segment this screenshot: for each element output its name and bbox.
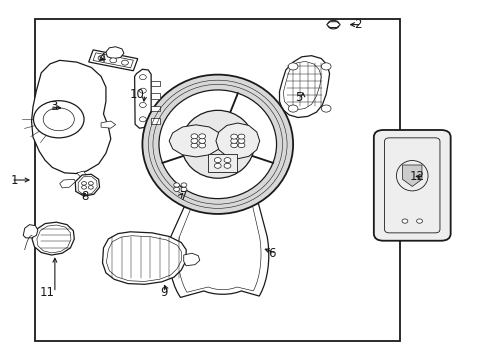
Circle shape <box>81 185 86 189</box>
Text: 3: 3 <box>50 100 57 113</box>
Circle shape <box>139 117 146 122</box>
Polygon shape <box>101 121 116 128</box>
Polygon shape <box>23 225 38 238</box>
Polygon shape <box>75 174 100 196</box>
Ellipse shape <box>142 75 292 214</box>
Polygon shape <box>88 50 138 71</box>
Polygon shape <box>32 222 74 255</box>
Circle shape <box>230 138 237 143</box>
Circle shape <box>401 219 407 223</box>
Polygon shape <box>402 165 421 186</box>
Circle shape <box>224 163 230 168</box>
Polygon shape <box>106 47 123 59</box>
Circle shape <box>173 187 179 192</box>
Circle shape <box>173 183 179 187</box>
Text: 2: 2 <box>353 18 361 31</box>
Circle shape <box>122 60 128 65</box>
Circle shape <box>330 22 336 27</box>
Circle shape <box>191 143 198 148</box>
Circle shape <box>230 134 237 139</box>
Circle shape <box>416 219 422 223</box>
Polygon shape <box>216 123 259 159</box>
Circle shape <box>230 143 237 148</box>
Circle shape <box>181 183 186 187</box>
Polygon shape <box>60 179 75 188</box>
FancyBboxPatch shape <box>373 130 450 241</box>
Text: 6: 6 <box>268 247 276 260</box>
Text: 9: 9 <box>160 286 167 299</box>
Circle shape <box>327 20 339 29</box>
Circle shape <box>98 55 104 60</box>
Bar <box>35 19 399 341</box>
Text: 5: 5 <box>295 91 302 104</box>
Text: 4: 4 <box>99 52 106 65</box>
Circle shape <box>139 75 146 80</box>
Circle shape <box>110 58 116 63</box>
Circle shape <box>287 63 297 70</box>
Text: 11: 11 <box>40 286 55 299</box>
Circle shape <box>33 101 84 138</box>
Circle shape <box>199 138 205 143</box>
Ellipse shape <box>159 90 276 199</box>
Text: 7: 7 <box>180 190 187 203</box>
Polygon shape <box>134 69 151 128</box>
Polygon shape <box>169 184 268 297</box>
Circle shape <box>214 163 221 168</box>
Circle shape <box>238 143 244 148</box>
Circle shape <box>321 63 330 70</box>
Circle shape <box>191 134 198 139</box>
Ellipse shape <box>181 111 254 178</box>
Circle shape <box>238 134 244 139</box>
Circle shape <box>199 143 205 148</box>
Circle shape <box>238 138 244 143</box>
Circle shape <box>139 103 146 108</box>
Circle shape <box>321 105 330 112</box>
Circle shape <box>224 158 230 163</box>
Circle shape <box>88 185 93 189</box>
Circle shape <box>181 187 186 192</box>
Polygon shape <box>169 125 222 157</box>
Circle shape <box>214 158 221 163</box>
Bar <box>151 81 160 86</box>
Circle shape <box>191 138 198 143</box>
Polygon shape <box>326 22 340 27</box>
Polygon shape <box>183 253 200 266</box>
Polygon shape <box>102 232 186 284</box>
Circle shape <box>139 88 146 93</box>
Bar <box>151 93 160 99</box>
Circle shape <box>81 181 86 185</box>
Text: 1: 1 <box>11 174 19 186</box>
Circle shape <box>43 108 74 131</box>
Polygon shape <box>31 60 111 174</box>
Text: 12: 12 <box>408 170 424 183</box>
Text: 8: 8 <box>81 190 89 203</box>
Polygon shape <box>279 56 329 117</box>
Bar <box>151 118 160 124</box>
Bar <box>207 154 237 172</box>
Polygon shape <box>166 176 195 198</box>
Bar <box>151 106 160 111</box>
Text: 10: 10 <box>130 88 144 101</box>
Circle shape <box>88 181 93 185</box>
Circle shape <box>287 105 297 112</box>
Circle shape <box>199 134 205 139</box>
Polygon shape <box>77 171 86 178</box>
